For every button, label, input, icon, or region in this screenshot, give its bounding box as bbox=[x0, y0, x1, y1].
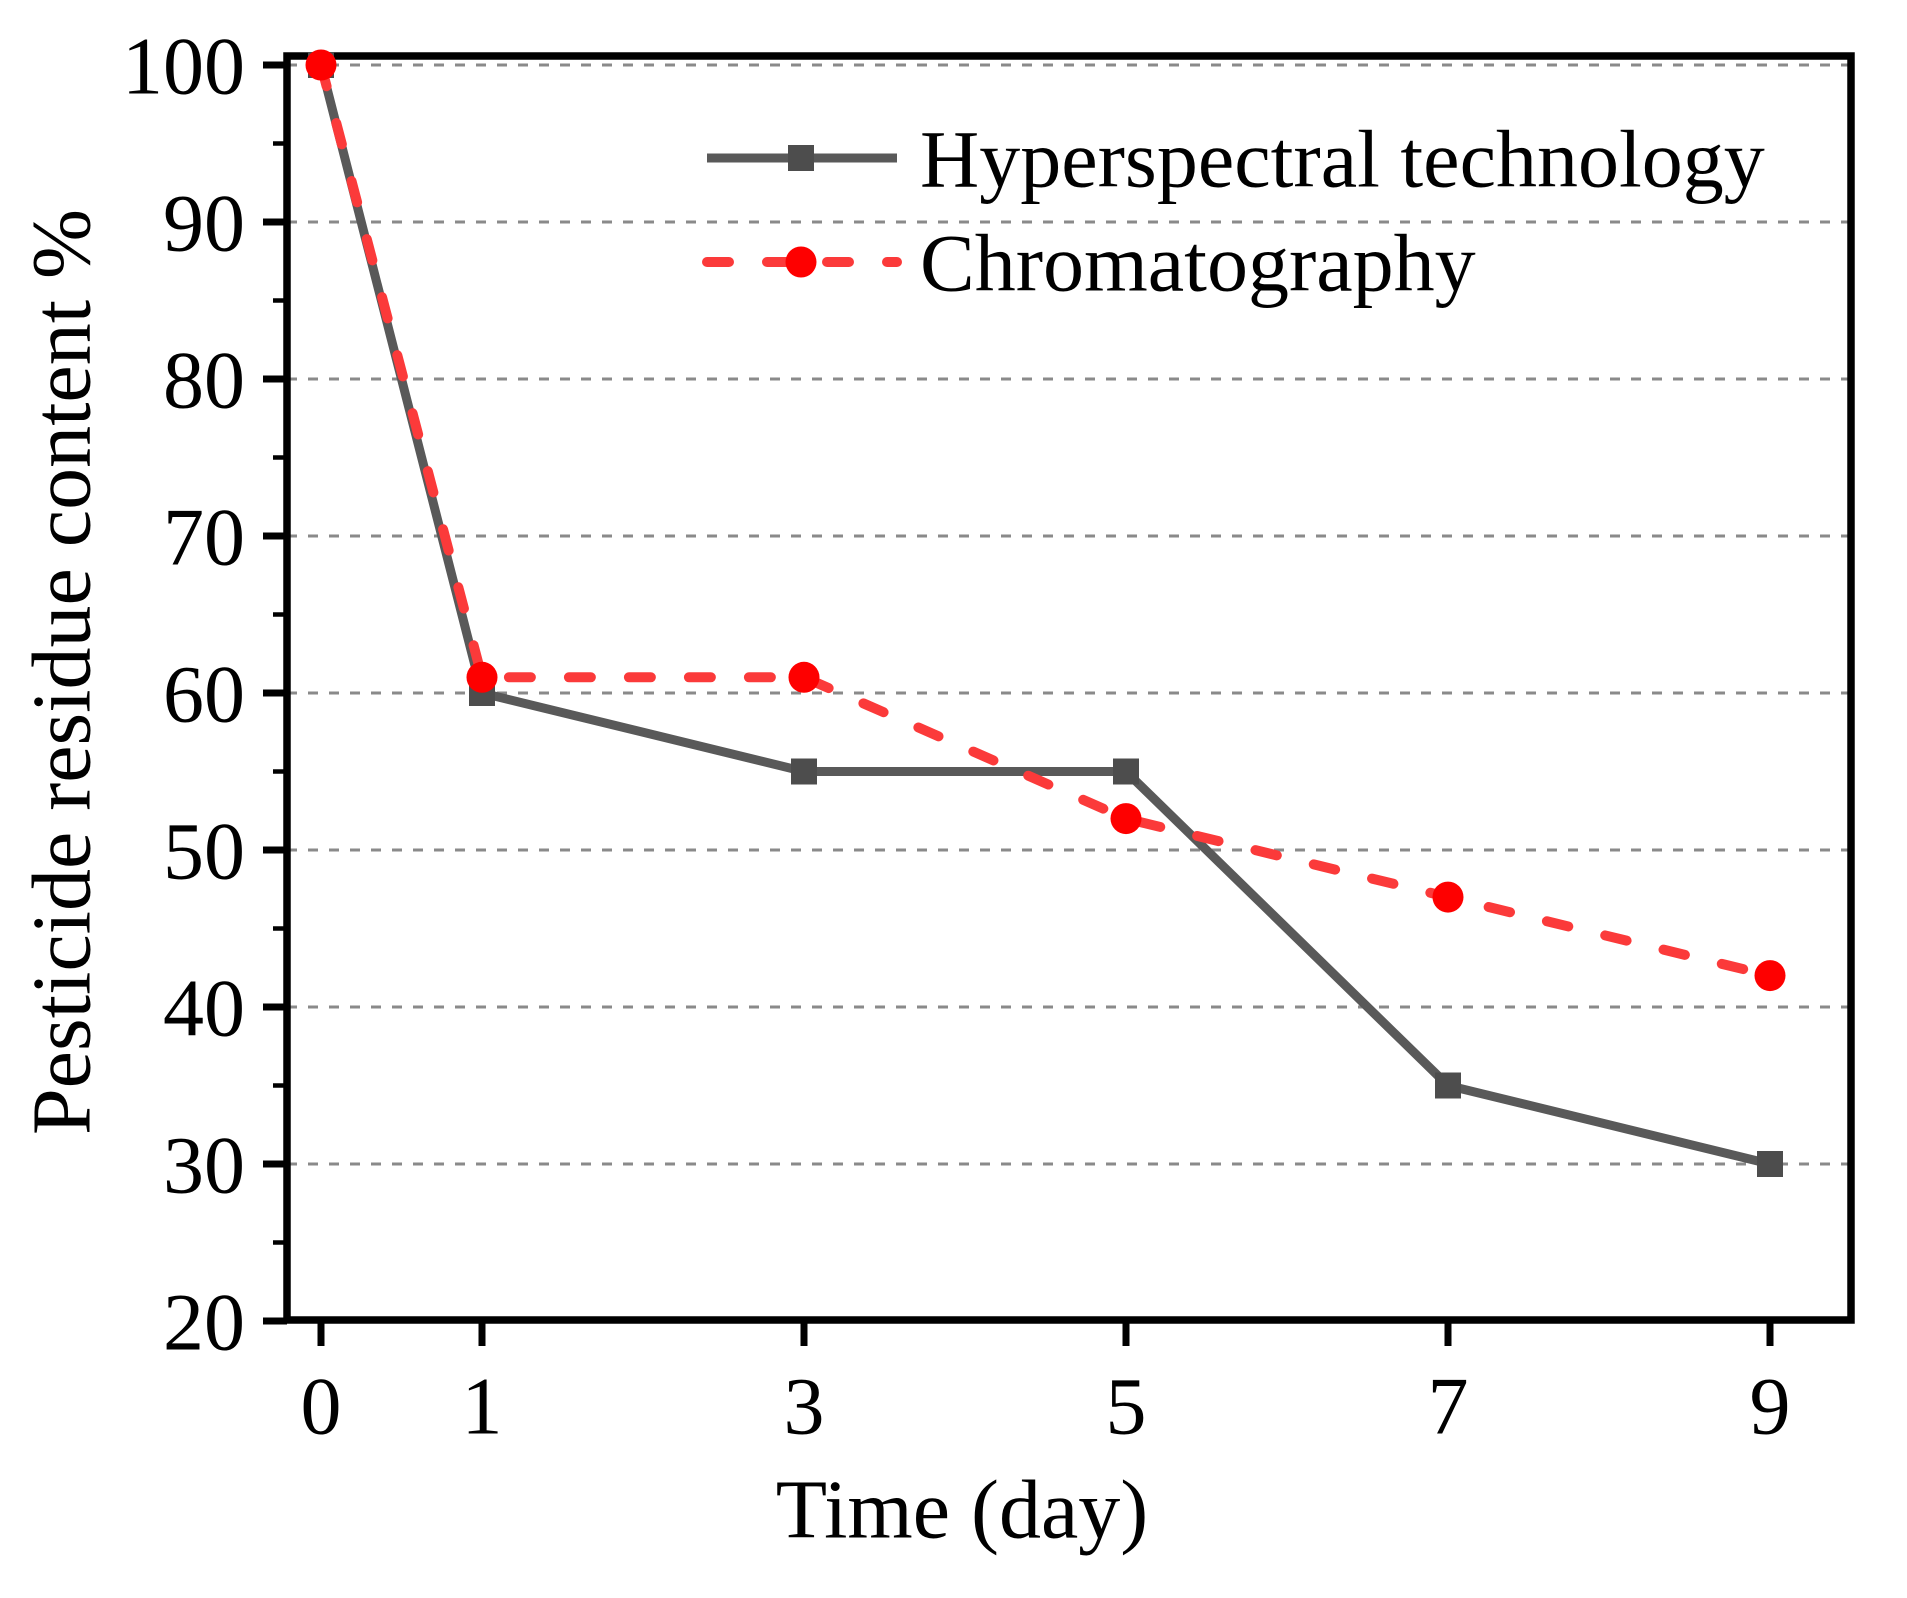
legend-marker-square bbox=[788, 145, 814, 171]
y-tick-label-60: 60 bbox=[163, 649, 245, 740]
y-tick-label-80: 80 bbox=[163, 335, 245, 426]
marker-circle-1 bbox=[466, 661, 498, 693]
y-tick-label-40: 40 bbox=[163, 963, 245, 1054]
y-tick-label-20: 20 bbox=[163, 1277, 245, 1368]
gridlines bbox=[287, 63, 1851, 1166]
frame-rect bbox=[283, 52, 1855, 1324]
series-lines bbox=[316, 60, 1775, 1169]
y-tick-label-70: 70 bbox=[163, 492, 245, 583]
marker-circle-0 bbox=[305, 49, 337, 81]
y-tick-label-50: 50 bbox=[163, 806, 245, 897]
x-tick-label-3: 3 bbox=[784, 1361, 825, 1452]
axis-ticks bbox=[263, 61, 1774, 1346]
legend-marker-circle bbox=[785, 246, 817, 278]
series-markers bbox=[305, 49, 1786, 1177]
marker-circle-7 bbox=[1432, 881, 1464, 913]
y-axis-title: Pesticide residue content % bbox=[15, 209, 108, 1135]
x-tick-label-5: 5 bbox=[1106, 1361, 1147, 1452]
legend-label-0: Hyperspectral technology bbox=[920, 114, 1765, 205]
legend: Hyperspectral technology Chromatography bbox=[702, 114, 1765, 309]
marker-circle-3 bbox=[788, 661, 820, 693]
marker-circle-5 bbox=[1110, 803, 1142, 835]
axis-tick-labels: 20 30 40 50 60 70 80 90 100 0 1 3 5 7 9 bbox=[122, 21, 1791, 1452]
marker-square-5 bbox=[1113, 758, 1139, 785]
x-tick-label-1: 1 bbox=[462, 1361, 503, 1452]
marker-square-7 bbox=[1435, 1072, 1461, 1099]
y-tick-label-100: 100 bbox=[122, 21, 245, 112]
y-tick-label-30: 30 bbox=[163, 1120, 245, 1211]
x-tick-label-9: 9 bbox=[1750, 1361, 1791, 1452]
y-tick-label-90: 90 bbox=[163, 178, 245, 269]
x-axis-title: Time (day) bbox=[776, 1463, 1149, 1556]
marker-circle-9 bbox=[1754, 960, 1786, 992]
series-line-1 bbox=[316, 60, 1775, 981]
x-tick-label-7: 7 bbox=[1428, 1361, 1469, 1452]
x-tick-label-0: 0 bbox=[301, 1361, 342, 1452]
legend-label-1: Chromatography bbox=[920, 218, 1476, 309]
marker-square-9 bbox=[1757, 1151, 1783, 1177]
marker-square-3 bbox=[791, 758, 817, 785]
plot-frame bbox=[283, 52, 1855, 1324]
